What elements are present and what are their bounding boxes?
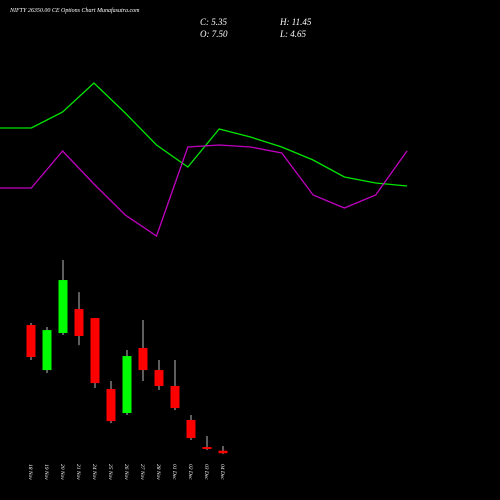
- x-tick-label: 24 Nov: [91, 464, 98, 480]
- candle-body: [122, 356, 132, 414]
- line-series: [0, 82, 408, 187]
- candle-body: [74, 309, 84, 336]
- candle-body: [186, 420, 196, 439]
- x-tick-label: 19 Nov: [43, 464, 49, 480]
- x-tick-label: 02 Dec: [187, 464, 193, 480]
- summary-low: L: 4.65: [279, 29, 307, 39]
- line-series: [0, 144, 408, 238]
- x-tick-label: 01 Dec: [171, 464, 177, 480]
- candle-body: [26, 325, 36, 357]
- x-tick-label: 26 Nov: [123, 464, 129, 480]
- x-tick-label: 03 Dec: [203, 464, 209, 480]
- summary-open: O: 7.50: [200, 29, 228, 39]
- x-tick-label: 18 Nov: [27, 464, 33, 480]
- x-tick-label: 20 Nov: [59, 464, 65, 480]
- x-tick-label: 25 Nov: [107, 464, 113, 480]
- candle-body: [58, 280, 68, 334]
- candle-body: [154, 370, 164, 387]
- x-tick-label: 21 Nov: [75, 464, 81, 480]
- x-tick-label: 27 Nov: [139, 464, 145, 480]
- summary-close: C: 5.35: [200, 17, 228, 27]
- candle-body: [106, 389, 116, 422]
- candle-body: [138, 348, 148, 371]
- candle-body: [202, 447, 212, 450]
- x-tick-label: 28 Nov: [155, 464, 161, 480]
- candle-body: [90, 318, 100, 384]
- summary-high: H: 11.45: [279, 17, 312, 27]
- candle-body: [170, 386, 180, 409]
- candle-body: [218, 450, 228, 454]
- chart-title: NIFTY 26350.00 CE Options Chart Munafasu…: [9, 7, 140, 14]
- candle-body: [42, 330, 52, 371]
- x-tick-label: 04 Dec: [219, 464, 226, 480]
